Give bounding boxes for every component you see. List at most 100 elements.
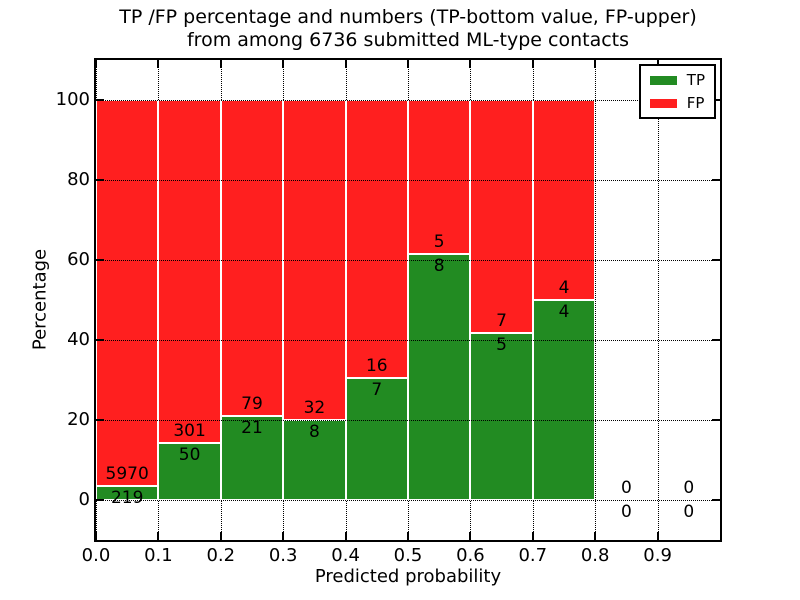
x-tick-label: 0.0 (81, 545, 111, 566)
tp-count-label: 21 (241, 418, 263, 438)
y-tick-mark-right (712, 99, 720, 101)
y-tick-label: 80 (67, 169, 90, 190)
bar-tp-segment (96, 485, 159, 500)
bar-fp-segment (345, 100, 408, 379)
fp-count-label: 79 (241, 394, 263, 414)
tp-count-label: 219 (110, 487, 144, 508)
tp-count-label: 5 (496, 335, 507, 356)
legend: TP FP (638, 64, 716, 119)
y-tick-mark (96, 419, 104, 421)
y-gridline (96, 500, 720, 501)
x-tick-mark (95, 532, 97, 540)
x-tick-label: 0.4 (331, 545, 360, 566)
fp-count-label: 5970 (105, 463, 149, 484)
x-gridline (657, 60, 659, 540)
x-tick-mark (407, 532, 409, 540)
x-tick-mark (157, 532, 160, 540)
fp-count-label: 7 (496, 311, 507, 332)
tp-count-label: 50 (178, 445, 201, 465)
fp-count-label: 0 (620, 478, 632, 498)
legend-label-tp: TP (686, 71, 705, 89)
y-tick-label: 40 (67, 329, 90, 350)
fp-count-label: 16 (365, 356, 388, 377)
x-tick-mark-top (469, 60, 472, 68)
x-tick-label: 0.9 (643, 545, 672, 566)
y-tick-label: 60 (67, 249, 90, 270)
bar-fp-segment (408, 100, 471, 254)
bar-tp-segment (345, 378, 408, 500)
bar-fp-segment (532, 100, 596, 300)
y-tick-mark-right (712, 179, 720, 181)
tp-count-label: 0 (683, 502, 695, 522)
x-tick-mark-top (95, 60, 97, 68)
fp-count-label: 32 (303, 398, 326, 418)
bar-fp-segment (158, 100, 221, 443)
y-tick-label: 0 (78, 489, 90, 510)
y-tick-label: 100 (55, 89, 90, 110)
legend-swatch-tp (649, 75, 677, 85)
y-gridline (96, 180, 720, 181)
x-tick-mark-top (594, 60, 597, 68)
y-tick-mark-right (712, 259, 720, 261)
y-gridline (96, 340, 720, 341)
fp-count-label: 0 (683, 478, 695, 498)
x-axis-label: Predicted probability (314, 566, 502, 587)
x-tick-mark-top (531, 60, 534, 68)
legend-swatch-fp (649, 98, 677, 108)
x-tick-mark-top (407, 60, 409, 68)
y-tick-mark (96, 179, 104, 181)
x-tick-label: 0.2 (206, 545, 236, 566)
y-gridline (96, 260, 720, 261)
x-tick-label: 0.7 (518, 545, 548, 566)
chart-title-line1: TP /FP percentage and numbers (TP-bottom… (119, 6, 697, 28)
bar-tp-segment (532, 300, 596, 500)
legend-label-fp: FP (686, 94, 705, 112)
x-tick-label: 0.1 (144, 545, 173, 566)
y-tick-mark (96, 99, 104, 101)
y-tick-mark (96, 499, 104, 501)
x-tick-mark-top (344, 60, 347, 68)
x-tick-mark (656, 532, 659, 540)
tp-count-label: 8 (433, 255, 445, 276)
bar-fp-segment (470, 100, 533, 334)
x-tick-label: 0.8 (580, 545, 610, 566)
x-tick-mark (531, 532, 534, 540)
legend-row: TP (649, 71, 705, 89)
bar-fp-segment (220, 100, 284, 416)
x-tick-mark (344, 532, 347, 540)
x-tick-mark-top (219, 60, 222, 68)
bar-tp-segment (470, 333, 533, 500)
plot-area: TP FP 5970 219 301 50 79 21 32 8 16 7 5 8 7 5 4 4 0 0 0 0 (94, 58, 722, 542)
x-tick-mark (219, 532, 222, 540)
bar-tp-segment (158, 443, 221, 500)
y-tick-mark (96, 339, 104, 341)
tp-count-label: 0 (620, 502, 632, 522)
tp-count-label: 4 (558, 302, 570, 322)
y-tick-mark-right (712, 339, 720, 341)
y-tick-label: 20 (67, 409, 90, 430)
fp-count-label: 5 (433, 231, 445, 252)
y-tick-mark (96, 259, 104, 261)
bar-fp-segment (96, 100, 159, 486)
y-tick-mark-right (712, 499, 720, 501)
y-gridline (96, 420, 720, 421)
fp-count-label: 301 (173, 421, 206, 441)
fp-count-label: 4 (558, 278, 570, 298)
x-tick-label: 0.3 (268, 545, 298, 566)
x-tick-mark-top (157, 60, 160, 68)
x-tick-mark (282, 532, 285, 540)
y-tick-mark-right (712, 419, 720, 421)
x-tick-mark (594, 532, 597, 540)
bar-tp-segment (408, 253, 471, 500)
x-tick-label: 0.6 (456, 545, 485, 566)
y-gridline (96, 100, 720, 101)
legend-row: FP (649, 94, 705, 112)
x-tick-mark-top (282, 60, 285, 68)
tp-count-label: 8 (308, 422, 320, 442)
x-tick-mark (469, 532, 472, 540)
chart-title-line2: from among 6736 submitted ML-type contac… (186, 29, 630, 51)
bar-tp-segment (283, 420, 346, 500)
tp-count-label: 7 (371, 380, 383, 401)
x-tick-label: 0.5 (393, 545, 423, 566)
